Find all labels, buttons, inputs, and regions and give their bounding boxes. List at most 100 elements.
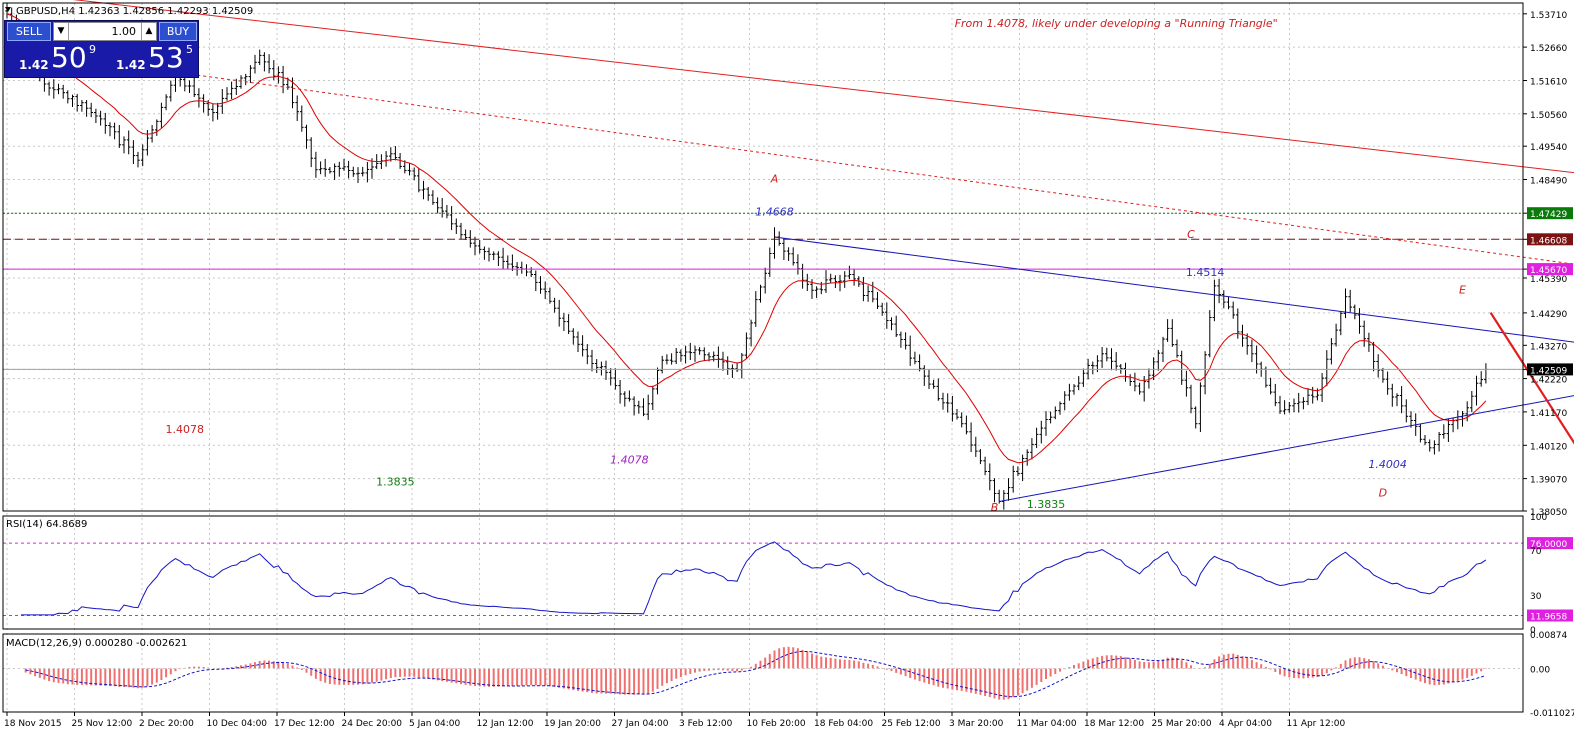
wave-annotations: From 1.4078, likely under developing a "… bbox=[166, 17, 1466, 514]
sell-quote[interactable]: 1.42 50 9 bbox=[7, 41, 100, 75]
lot-size-stepper[interactable]: ▼ 1.00 ▲ bbox=[53, 22, 157, 41]
panel-frames bbox=[2, 2, 1524, 713]
macd-signal-line bbox=[25, 650, 1487, 698]
time-label-15: 11 Mar 04:00 bbox=[1017, 719, 1077, 729]
rsi-tick-3: 0 bbox=[1530, 626, 1536, 636]
chart-title: GBPUSD,H4 1.42363 1.42856 1.42293 1.4250… bbox=[16, 6, 253, 17]
rsi-level-label-0: 76.0000 bbox=[1530, 540, 1567, 550]
price-label-15: 1.40120 bbox=[1530, 442, 1567, 452]
price-label-2: 1.51610 bbox=[1530, 78, 1567, 88]
low-1-3835-left: 1.3835 bbox=[376, 476, 415, 489]
time-label-17: 25 Mar 20:00 bbox=[1152, 719, 1212, 729]
chevron-down-icon[interactable]: ▼ bbox=[54, 23, 69, 40]
upper-channel-dotted bbox=[6, 48, 1574, 265]
price-label-17: 1.38050 bbox=[1530, 508, 1567, 518]
price-label-6: 1.47429 bbox=[1530, 210, 1567, 220]
time-label-8: 19 Jan 20:00 bbox=[544, 719, 601, 729]
time-label-11: 10 Feb 20:00 bbox=[747, 719, 806, 729]
time-axis[interactable]: 18 Nov 2015 25 Nov 12:00 2 Dec 20:00 10 Dec… bbox=[4, 712, 1345, 729]
moving-average-line bbox=[6, 13, 1487, 464]
wave-a-price: 1.4668 bbox=[755, 206, 794, 219]
sell-quote-pips: 50 bbox=[51, 41, 87, 74]
forecast-arrow bbox=[1489, 312, 1574, 445]
price-label-12: 1.42509 bbox=[1530, 366, 1567, 376]
wave-c-label: C bbox=[1187, 228, 1195, 241]
macd-tick-0: 0.00874 bbox=[1530, 631, 1567, 641]
rsi-title: RSI(14) 64.8689 bbox=[6, 519, 87, 530]
buy-button[interactable]: BUY bbox=[159, 22, 197, 41]
lot-size-input[interactable]: 1.00 bbox=[111, 25, 137, 38]
time-label-12: 18 Feb 04:00 bbox=[814, 719, 873, 729]
rsi-tick-2: 30 bbox=[1530, 592, 1542, 602]
low-1-4078-left: 1.4078 bbox=[166, 423, 205, 436]
time-label-0: 18 Nov 2015 bbox=[4, 719, 62, 729]
panel-frame-2 bbox=[2, 633, 1524, 713]
buy-quote-pips: 53 bbox=[148, 41, 184, 74]
triangle-lower bbox=[999, 395, 1574, 502]
macd-tick-2: -0.011027 bbox=[1530, 709, 1574, 719]
sell-quote-fraction: 9 bbox=[89, 43, 96, 56]
sell-button[interactable]: SELL bbox=[7, 22, 51, 41]
rsi-line bbox=[21, 541, 1487, 616]
rsi-panel: 76.0000 11.9658 100 70 30 0 bbox=[3, 513, 1573, 636]
price-label-16: 1.39070 bbox=[1530, 476, 1567, 486]
price-label-8: 1.45670 bbox=[1530, 266, 1567, 276]
price-label-13: 1.42220 bbox=[1530, 376, 1567, 386]
price-label-14: 1.41170 bbox=[1530, 409, 1567, 419]
price-label-10: 1.44290 bbox=[1530, 310, 1567, 320]
price-label-3: 1.50560 bbox=[1530, 111, 1567, 121]
price-label-11: 1.43270 bbox=[1530, 342, 1567, 352]
time-label-9: 27 Jan 04:00 bbox=[612, 719, 669, 729]
price-candles bbox=[5, 3, 1488, 510]
time-label-5: 24 Dec 20:00 bbox=[342, 719, 403, 729]
price-flag-6 bbox=[1527, 207, 1573, 220]
macd-tick-1: 0.00 bbox=[1530, 666, 1550, 676]
one-click-trading-panel: SELL ▼ 1.00 ▲ BUY 1.42 50 9 1.42 53 5 bbox=[4, 20, 199, 78]
rsi-level-flag-1 bbox=[1527, 609, 1573, 622]
panel-frame-1 bbox=[2, 515, 1524, 630]
chevron-up-icon[interactable]: ▲ bbox=[141, 23, 156, 40]
buy-quote-prefix: 1.42 bbox=[116, 58, 146, 72]
time-label-14: 3 Mar 20:00 bbox=[949, 719, 1004, 729]
time-label-3: 10 Dec 04:00 bbox=[207, 719, 268, 729]
wave-c-price: 1.4514 bbox=[1186, 266, 1225, 279]
wave-e-label: E bbox=[1459, 284, 1466, 297]
macd-title: MACD(12,26,9) 0.000280 -0.002621 bbox=[6, 638, 187, 649]
wave-a-label: A bbox=[770, 172, 779, 185]
rsi-level-flag-0 bbox=[1527, 537, 1573, 550]
price-label-9: 1.45390 bbox=[1530, 275, 1567, 285]
time-label-7: 12 Jan 12:00 bbox=[477, 719, 534, 729]
time-label-16: 18 Mar 12:00 bbox=[1084, 719, 1144, 729]
title-arrow-icon bbox=[5, 7, 11, 12]
time-label-1: 25 Nov 12:00 bbox=[72, 719, 133, 729]
time-label-19: 11 Apr 12:00 bbox=[1287, 719, 1346, 729]
time-label-18: 4 Apr 04:00 bbox=[1219, 719, 1272, 729]
price-label-5: 1.48490 bbox=[1530, 177, 1567, 187]
rsi-tick-1: 70 bbox=[1530, 547, 1542, 557]
wave-b-label: B bbox=[991, 501, 999, 514]
price-label-0: 1.53710 bbox=[1530, 11, 1567, 21]
price-flag-7 bbox=[1527, 233, 1573, 246]
time-label-2: 2 Dec 20:00 bbox=[139, 719, 194, 729]
wave-d-label: D bbox=[1379, 487, 1387, 500]
rsi-level-label-1: 11.9658 bbox=[1530, 613, 1567, 623]
headline: From 1.4078, likely under developing a "… bbox=[955, 17, 1278, 30]
time-label-13: 25 Feb 12:00 bbox=[882, 719, 941, 729]
price-axis[interactable]: 1.53710 1.52660 1.51610 1.50560 1.49540 1.484… bbox=[1523, 11, 1573, 518]
panel-frame-0 bbox=[2, 2, 1524, 512]
price-label-1: 1.52660 bbox=[1530, 44, 1567, 54]
triangle-upper bbox=[774, 236, 1574, 343]
price-label-4: 1.49540 bbox=[1530, 143, 1567, 153]
price-flag-12 bbox=[1527, 363, 1573, 376]
buy-quote-fraction: 5 bbox=[186, 43, 193, 56]
time-label-4: 17 Dec 12:00 bbox=[274, 719, 335, 729]
low-1-4078: 1.4078 bbox=[610, 453, 649, 466]
wave-d-price: 1.4004 bbox=[1368, 458, 1407, 471]
rsi-tick-0: 100 bbox=[1530, 513, 1547, 523]
wave-b-price: 1.3835 bbox=[1027, 498, 1066, 511]
buy-quote[interactable]: 1.42 53 5 bbox=[104, 41, 197, 75]
trend-lines bbox=[6, 0, 1574, 502]
macd-panel: 0.00874 0.00 -0.011027 bbox=[3, 631, 1574, 719]
time-label-10: 3 Feb 12:00 bbox=[679, 719, 733, 729]
